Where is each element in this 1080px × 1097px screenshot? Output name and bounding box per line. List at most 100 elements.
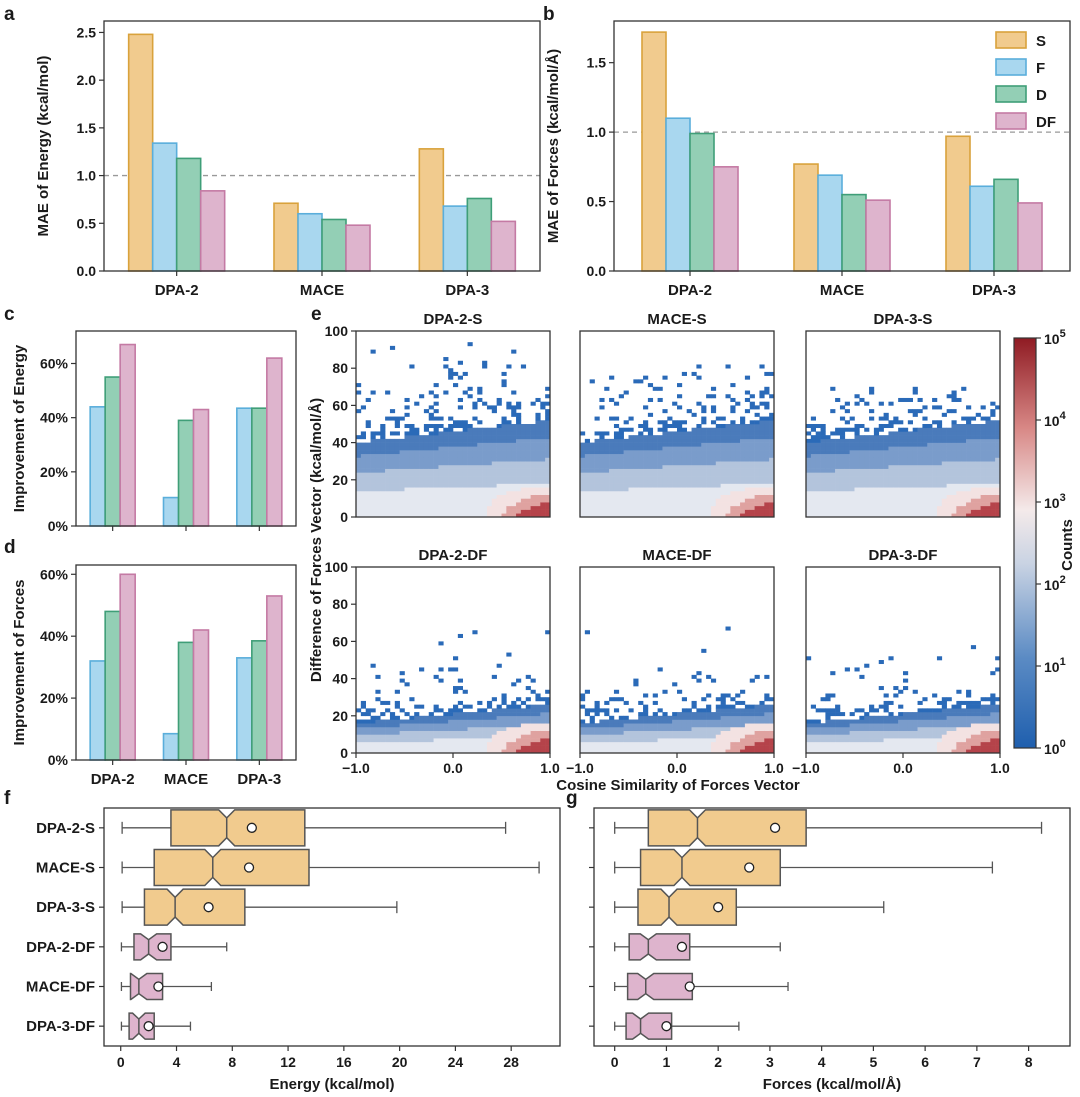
heatmap-cell xyxy=(810,502,816,507)
bar-DPA-2-S xyxy=(127,33,154,272)
heatmap-cell xyxy=(966,424,972,429)
heatmap-cell xyxy=(951,509,957,514)
heatmap-cell xyxy=(898,689,904,694)
heatmap-cell xyxy=(806,453,812,458)
heatmap-cell xyxy=(438,416,444,421)
heatmap-cell xyxy=(530,431,536,436)
heatmap-cell xyxy=(970,708,977,713)
heatmap-cell xyxy=(825,693,831,698)
heatmap-cell xyxy=(667,450,673,455)
heatmap-cell xyxy=(584,464,590,469)
heatmap-cell xyxy=(506,424,512,429)
heatmap-cell xyxy=(759,390,765,395)
heatmap-cell xyxy=(628,464,634,469)
heatmap-cell xyxy=(520,464,527,469)
heatmap-cell xyxy=(399,745,405,750)
heatmap-cell xyxy=(589,464,595,469)
heatmap-cell xyxy=(980,723,986,728)
heatmap-cell xyxy=(545,424,551,429)
heatmap-cell xyxy=(677,464,683,469)
heatmap-cell xyxy=(907,509,913,514)
heatmap-cell xyxy=(681,371,687,376)
heatmap-cell xyxy=(806,472,812,477)
heatmap-cell xyxy=(686,513,692,518)
heatmap-cell xyxy=(730,708,736,713)
heatmap-cell xyxy=(356,435,362,440)
heatmap-cell xyxy=(486,431,493,436)
heatmap-cell xyxy=(744,712,751,717)
heatmap-cell xyxy=(428,734,434,739)
heatmap-cell xyxy=(898,483,904,488)
heatmap-cell xyxy=(540,726,546,731)
heatmap-cell xyxy=(735,726,741,731)
heatmap-cell xyxy=(725,712,731,717)
heatmap-cell xyxy=(457,490,463,495)
heatmap-cell xyxy=(764,498,770,503)
heatmap-cell xyxy=(380,468,386,473)
heatmap-cell xyxy=(764,490,770,495)
heatmap-cell xyxy=(613,438,620,443)
heatmap-cell xyxy=(404,502,410,507)
heatmap-cell xyxy=(662,726,668,731)
heatmap-cell xyxy=(662,490,668,495)
heatmap-cell xyxy=(667,509,673,514)
heatmap-cell xyxy=(995,424,1001,429)
heatmap-cell xyxy=(628,734,634,739)
heatmap-cell xyxy=(433,424,439,429)
heatmap-cell xyxy=(740,461,746,466)
heatmap-cell xyxy=(907,487,913,492)
heatmap-cell xyxy=(740,723,746,728)
heatmap-cell xyxy=(903,734,909,739)
heatmap-cell xyxy=(501,513,507,518)
heatmap-cell xyxy=(730,446,736,451)
heatmap-cell xyxy=(893,693,899,698)
heatmap-cell xyxy=(966,505,972,510)
heatmap-cell xyxy=(496,749,502,754)
heatmap-cell xyxy=(580,446,586,451)
heatmap-cell xyxy=(810,446,816,451)
mean-marker-DPA-2-S xyxy=(769,822,781,833)
heatmap-cell xyxy=(380,479,386,484)
heatmap-cell xyxy=(849,416,855,421)
heatmap-cell xyxy=(980,472,986,477)
heatmap-cell xyxy=(730,438,736,443)
heatmap-cell xyxy=(360,700,366,705)
heatmap-cell xyxy=(696,442,702,447)
heatmap-cell xyxy=(604,479,610,484)
heatmap-cell xyxy=(609,476,615,481)
heatmap-cell xyxy=(618,394,624,399)
heatmap-cell xyxy=(535,502,541,507)
heatmap-cell xyxy=(594,487,600,492)
heatmap-cell xyxy=(691,412,697,417)
heatmap-cell xyxy=(691,487,697,492)
heatmap-cell xyxy=(482,461,488,466)
xtick-label: 5 xyxy=(869,1054,877,1070)
heatmap-cell xyxy=(540,442,546,447)
heatmap-cell xyxy=(730,498,736,503)
heatmap-cell xyxy=(477,446,483,451)
heatmap-cell xyxy=(647,715,654,720)
heatmap-cell xyxy=(932,502,938,507)
heatmap-cell xyxy=(662,494,668,499)
heatmap-cell xyxy=(749,741,755,746)
heatmap-cell xyxy=(443,364,449,369)
heatmap-cell xyxy=(448,726,454,731)
heatmap-cell xyxy=(623,427,629,432)
bar-DPA-2-DF xyxy=(199,190,226,272)
heatmap-cell xyxy=(720,697,726,702)
heatmap-cell xyxy=(869,476,875,481)
heatmap-cell xyxy=(462,371,468,376)
heatmap-cell xyxy=(520,498,527,503)
heatmap-cell xyxy=(990,498,996,503)
heatmap-cell xyxy=(990,424,996,429)
heatmap-cell xyxy=(433,438,439,443)
heatmap-cell xyxy=(951,726,957,731)
heatmap-cell xyxy=(633,745,639,750)
heatmap-cell xyxy=(389,453,396,458)
heatmap-cell xyxy=(936,472,943,477)
heatmap-cell xyxy=(936,461,943,466)
heatmap-cell xyxy=(725,457,731,462)
legend-label-F: F xyxy=(1036,60,1045,77)
heatmap-cell xyxy=(864,726,870,731)
heatmap-cell xyxy=(903,745,909,750)
